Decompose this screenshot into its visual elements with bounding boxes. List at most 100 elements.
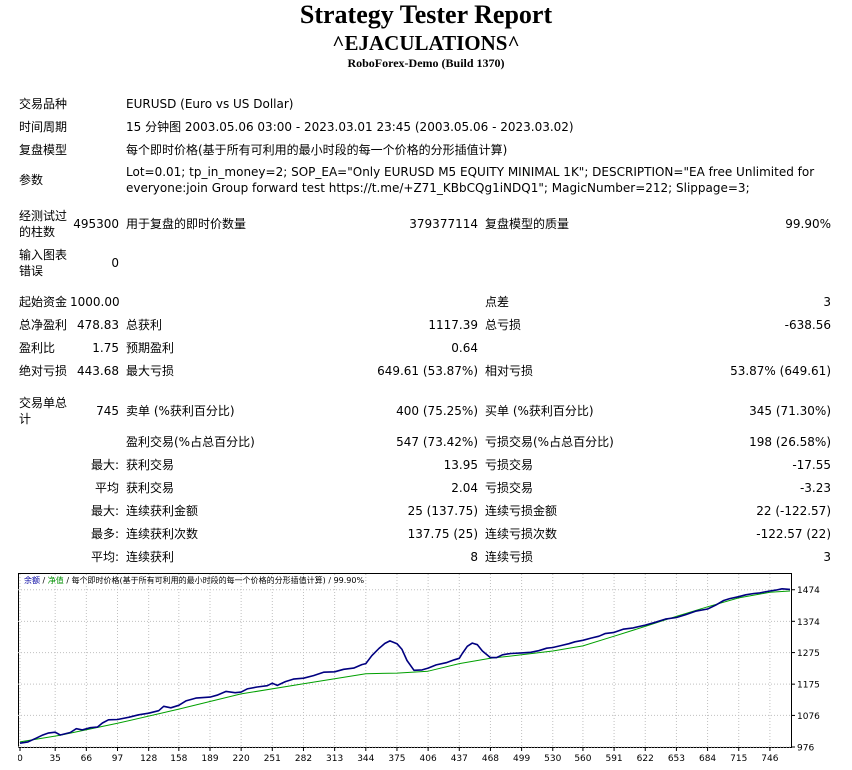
x-tick-label: 66: [81, 754, 93, 764]
max-drawdown-value: 649.61 (53.87%): [377, 364, 478, 378]
x-tick-label: 591: [605, 754, 622, 764]
x-tick-label: 468: [482, 754, 499, 764]
y-tick-label: 1175: [797, 681, 820, 691]
max-cons-losses-label: 连续亏损金额: [485, 504, 558, 518]
avg-cons-wins-label: 连续获利: [126, 550, 175, 564]
average-prefix: 平均: [94, 481, 119, 495]
symbol-label: 交易品种: [19, 97, 68, 111]
avg-cons-losses-label: 连续亏损: [485, 550, 534, 564]
errors-value: 0: [111, 256, 119, 270]
net-profit-value: 478.83: [77, 318, 119, 332]
errors-label: 输入图表错误: [19, 248, 68, 278]
x-tick-label: 97: [112, 754, 123, 764]
total-trades-label: 交易单总计: [19, 396, 68, 426]
rel-drawdown-value: 53.87% (649.61): [730, 364, 831, 378]
maximal-cons-prefix: 最多:: [90, 527, 119, 541]
profit-trades-value: 547 (73.42%): [396, 435, 478, 449]
legend-equity: 净值: [47, 576, 64, 585]
y-axis: 976 1076 1175 1275 1374 1474: [791, 586, 820, 754]
model-value: 每个即时价格(基于所有可利用的最小时段的每一个价格的分形插值计算): [126, 143, 508, 157]
maximal-cons-loss-label: 连续亏损次数: [485, 527, 558, 541]
profit-factor-label: 盈利比: [19, 341, 56, 355]
model-label: 复盘模型: [19, 143, 68, 157]
maximal-cons-loss-value: -122.57 (22): [756, 527, 831, 541]
max-cons-losses-value: 22 (-122.57): [756, 504, 831, 518]
gross-profit-value: 1117.39: [428, 318, 478, 332]
chart-legend: 余额 / 净值 / 每个即时价格(基于所有可利用的最小时段的每一个价格的分形插值…: [24, 576, 364, 586]
abs-drawdown-value: 443.68: [77, 364, 119, 378]
loss-trades-value: 198 (26.58%): [749, 435, 831, 449]
quality-label: 复盘模型的质量: [485, 217, 570, 231]
x-tick-label: 0: [18, 754, 23, 764]
short-positions-value: 400 (75.25%): [396, 404, 478, 418]
server-build: RoboForex-Demo (Build 1370): [347, 56, 505, 70]
abs-drawdown-label: 绝对亏损: [19, 364, 68, 378]
maximal-cons-profit-label: 连续获利次数: [126, 527, 199, 541]
x-tick-label: 622: [637, 754, 654, 764]
gross-loss-label: 总亏损: [485, 318, 522, 332]
ticks-label: 用于复盘的即时价数量: [126, 217, 247, 231]
largest-profit-value: 13.95: [443, 458, 478, 472]
x-tick-label: 189: [201, 754, 218, 764]
ticks-value: 379377114: [409, 217, 478, 231]
avg-cons-losses-value: 3: [823, 550, 831, 564]
period-label: 时间周期: [19, 120, 68, 134]
x-tick-label: 684: [699, 754, 716, 764]
x-tick-label: 715: [730, 754, 747, 764]
x-tick-label: 344: [357, 754, 374, 764]
y-tick-label: 1474: [797, 586, 820, 596]
x-tick-label: 282: [295, 754, 312, 764]
avg-cons-prefix: 平均:: [90, 550, 119, 564]
x-axis: 0 35 66 97 128 158 189 220 251 282 313 344 375 406 437…: [18, 747, 779, 764]
balance-chart: 0 35 66 97 128 158 189 220 251 282 313 344 375 406 437…: [18, 573, 820, 764]
x-tick-label: 251: [264, 754, 281, 764]
x-tick-label: 35: [49, 754, 60, 764]
chart-grid: [18, 574, 790, 748]
average-loss-label: 亏损交易: [485, 481, 534, 495]
params-label: 参数: [19, 173, 44, 187]
gross-loss-value: -638.56: [784, 318, 831, 332]
profit-trades-label: 盈利交易(%占总百分比): [126, 435, 255, 449]
largest-loss-label: 亏损交易: [485, 458, 534, 472]
x-tick-label: 437: [451, 754, 468, 764]
expected-payoff-label: 预期盈利: [126, 341, 175, 355]
expected-payoff-value: 0.64: [451, 341, 478, 355]
average-profit-value: 2.04: [451, 481, 478, 495]
short-positions-label: 卖单 (%获利百分比): [126, 404, 235, 418]
maximal-cons-profit-value: 137.75 (25): [407, 527, 478, 541]
spread-value: 3: [823, 295, 831, 309]
period-value: 15 分钟图 2003.05.06 03:00 - 2023.03.01 23:…: [126, 120, 574, 134]
x-tick-label: 375: [388, 754, 405, 764]
max-cons-prefix: 最大:: [90, 504, 119, 518]
profit-factor-value: 1.75: [92, 341, 119, 355]
legend-balance: 余额: [24, 576, 40, 585]
symbol-value: EURUSD (Euro vs US Dollar): [126, 97, 294, 111]
ea-name: ^EJACULATIONS^: [332, 31, 520, 55]
chart-series: [19, 588, 791, 744]
legend-sep: /: [40, 576, 48, 585]
legend-rest: / 每个即时价格(基于所有可利用的最小时段的每一个价格的分形插值计算) / 99…: [63, 576, 365, 585]
deposit-value: 1000.00: [70, 295, 120, 309]
rel-drawdown-label: 相对亏损: [485, 364, 534, 378]
x-tick-label: 499: [513, 754, 530, 764]
long-positions-label: 买单 (%获利百分比): [485, 404, 594, 418]
params-value: Lot=0.01; tp_in_money=2; SOP_EA="Only EU…: [126, 165, 815, 195]
bars-value: 495300: [73, 217, 119, 231]
avg-cons-wins-value: 8: [470, 550, 478, 564]
largest-profit-label: 获利交易: [126, 458, 175, 472]
gross-profit-label: 总获利: [126, 318, 163, 332]
x-tick-label: 128: [140, 754, 157, 764]
quality-value: 99.90%: [785, 217, 831, 231]
y-tick-label: 1076: [797, 712, 820, 722]
bars-label: 经测试过的柱数: [19, 209, 68, 239]
report-title: Strategy Tester Report: [299, 0, 553, 29]
deposit-label: 起始资金: [19, 295, 68, 309]
x-tick-label: 158: [170, 754, 187, 764]
x-tick-label: 530: [544, 754, 561, 764]
loss-trades-label: 亏损交易(%占总百分比): [485, 435, 614, 449]
spread-label: 点差: [485, 295, 510, 309]
balance-line: [19, 588, 791, 744]
long-positions-value: 345 (71.30%): [749, 404, 831, 418]
max-cons-wins-label: 连续获利金额: [126, 504, 199, 518]
x-tick-label: 746: [761, 754, 778, 764]
